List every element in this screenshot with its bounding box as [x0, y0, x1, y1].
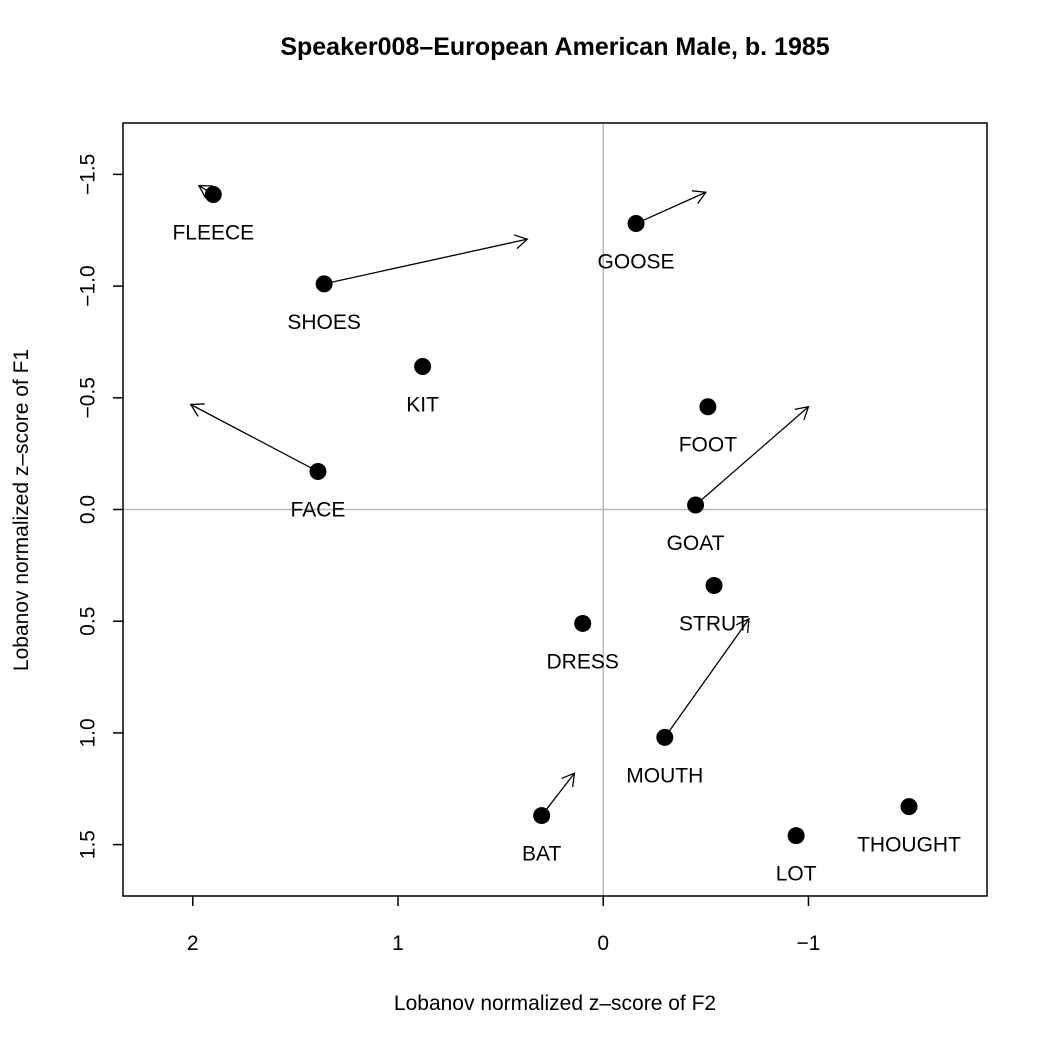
plot-frame: [122, 122, 988, 897]
vowel-label-dress: DRESS: [547, 650, 619, 673]
y-axis-label: Lobanov normalized z–score of F1: [10, 349, 33, 671]
vowel-arrow: [541, 772, 576, 816]
arrow-head: [197, 184, 213, 199]
arrow-head: [189, 403, 205, 417]
arrow-head: [691, 190, 708, 204]
arrow-head: [794, 405, 810, 421]
vowel-point-fleece: [204, 185, 222, 203]
vowel-point-shoes: [315, 275, 333, 293]
x-tick-label: 2: [187, 932, 199, 955]
vowel-label-goose: GOOSE: [598, 251, 675, 274]
x-tick-label: −1: [796, 932, 820, 955]
chart-title: Speaker008–European American Male, b. 19…: [280, 33, 829, 61]
y-axis: −1.5 −1.0 −0.5 0.0 0.5 1.0 1.5: [77, 154, 123, 859]
points-layer: [204, 185, 918, 845]
point-labels-layer: FLEECE GOOSE SHOES KIT FOOT FACE GOAT STRUT DRES…: [172, 221, 961, 885]
y-tick-label: 1.0: [77, 718, 100, 747]
vowel-arrow: [695, 405, 810, 506]
vowel-point-lot: [787, 827, 805, 845]
vowel-point-strut: [705, 576, 723, 594]
vowel-arrow: [189, 403, 319, 473]
reference-lines: [123, 123, 987, 896]
vowel-point-goose: [627, 215, 645, 233]
vowel-arrow: [635, 190, 708, 225]
vowel-label-kit: KIT: [406, 394, 439, 417]
arrow-head: [735, 617, 750, 633]
vowel-label-mouth: MOUTH: [626, 764, 703, 787]
vowel-point-face: [309, 463, 327, 481]
y-tick-label: 1.5: [77, 830, 100, 859]
vowel-label-fleece: FLEECE: [172, 221, 254, 244]
vowel-point-foot: [699, 398, 717, 416]
arrow-head: [561, 772, 576, 788]
vowel-arrow: [664, 617, 750, 738]
vowel-point-mouth: [656, 728, 674, 746]
y-tick-label: −1.0: [77, 265, 100, 306]
vowel-label-thought: THOUGHT: [857, 834, 961, 857]
vowel-label-foot: FOOT: [679, 434, 737, 457]
vowel-point-dress: [574, 614, 592, 632]
arrow-shaft: [695, 406, 809, 506]
vowel-point-thought: [900, 798, 918, 816]
vowel-arrow: [323, 234, 529, 285]
vowel-label-face: FACE: [291, 499, 346, 522]
vowel-point-kit: [414, 358, 432, 376]
x-axis: 2 1 0 −1: [187, 896, 820, 955]
vowel-point-bat: [533, 807, 551, 825]
vowel-label-lot: LOT: [776, 863, 817, 886]
vowel-label-strut: STRUT: [679, 612, 749, 635]
x-axis-label: Lobanov normalized z–score of F2: [394, 992, 716, 1015]
y-tick-label: −1.5: [77, 154, 100, 195]
vowel-point-goat: [687, 496, 705, 514]
arrow-head: [513, 234, 529, 250]
arrow-shaft: [664, 618, 750, 738]
x-tick-label: 0: [597, 932, 609, 955]
vowel-label-bat: BAT: [522, 843, 561, 866]
vowel-label-goat: GOAT: [667, 532, 725, 555]
y-tick-label: 0.5: [77, 607, 100, 636]
arrows-layer: [189, 184, 810, 816]
arrow-shaft: [541, 772, 576, 816]
arrow-shaft: [635, 191, 707, 225]
vowel-label-shoes: SHOES: [287, 311, 361, 334]
y-tick-label: 0.0: [77, 495, 100, 524]
arrow-shaft: [190, 403, 319, 473]
arrow-shaft: [323, 238, 528, 285]
y-tick-label: −0.5: [77, 377, 100, 418]
x-tick-label: 1: [392, 932, 404, 955]
